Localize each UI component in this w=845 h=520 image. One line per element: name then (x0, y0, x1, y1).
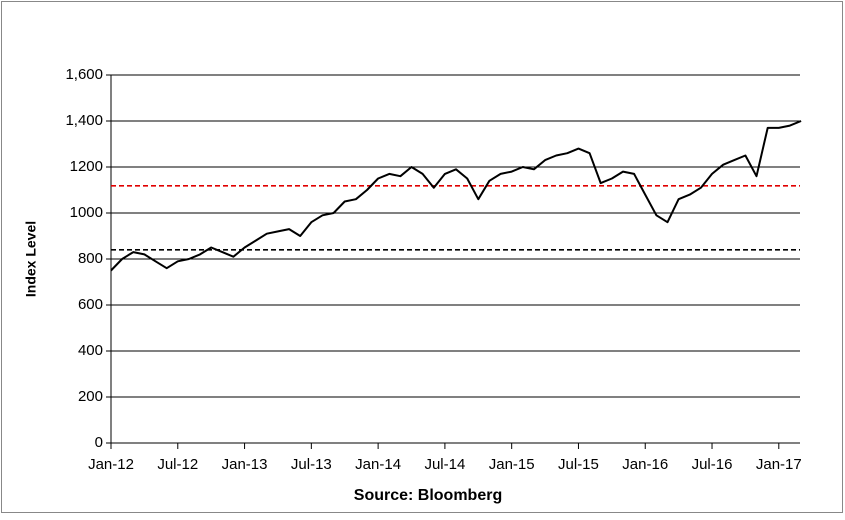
series-line (110, 120, 802, 272)
x-axis-label: Source: Bloomberg (354, 487, 502, 504)
x-tick-label: Jan-13 (222, 456, 268, 473)
x-tick-label: Jul-12 (157, 456, 198, 473)
x-tick-label: Jan-16 (622, 456, 668, 473)
x-tick-label: Jan-15 (489, 456, 535, 473)
x-tick-label: Jul-13 (291, 456, 332, 473)
y-tick-label: 1200 (70, 158, 103, 175)
x-tick-label: Jul-16 (692, 456, 733, 473)
y-tick-label: 0 (95, 434, 103, 451)
y-tick-label: 1,600 (65, 66, 103, 83)
x-tick-label: Jan-14 (355, 456, 401, 473)
y-tick-label: 1000 (70, 204, 103, 221)
y-tick-label: 400 (78, 342, 103, 359)
x-tick-label: Jan-17 (756, 456, 802, 473)
x-tick-label: Jul-14 (424, 456, 465, 473)
y-tick-label: 200 (78, 388, 103, 405)
y-tick-label: 600 (78, 296, 103, 313)
x-tick-label: Jan-12 (88, 456, 134, 473)
x-tick-label: Jul-15 (558, 456, 599, 473)
y-tick-label: 800 (78, 250, 103, 267)
y-tick-label: 1,400 (65, 112, 103, 129)
y-axis-label: Index Level (23, 221, 39, 297)
